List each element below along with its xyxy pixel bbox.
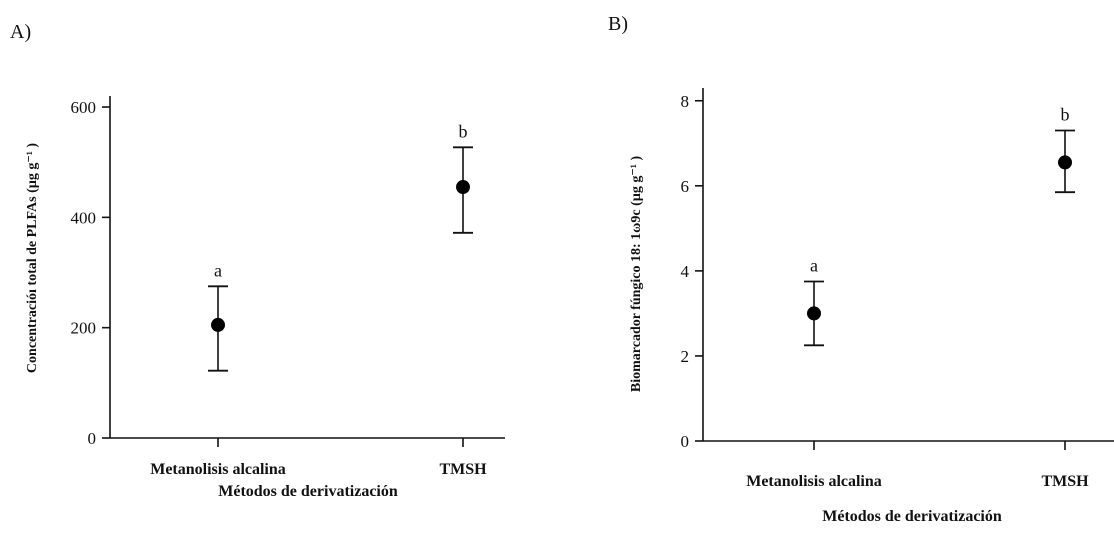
panel-a-y-ticks: 0 200 400 600 xyxy=(71,98,110,448)
panel-b-significance-label: a xyxy=(810,256,818,276)
panel-b-data-point xyxy=(807,306,821,321)
panel-b-y-tick-label: 6 xyxy=(681,177,690,196)
panel-a-y-tick-label: 400 xyxy=(71,208,97,227)
panel-a-data-point xyxy=(211,317,225,332)
panel-b-y-tick-label: 4 xyxy=(681,262,690,281)
panel-b: B) Biomarcador fúngico 18: 1ω9c (µg g⁻¹ … xyxy=(608,13,1114,525)
panel-a-category-label: TMSH xyxy=(439,461,487,478)
panel-a-significance-label: a xyxy=(214,260,222,280)
panel-a-label: A) xyxy=(10,21,31,43)
panel-b-x-axis-label: Métodos de derivatización xyxy=(822,508,1002,525)
panel-b-category-label: Metanolisis alcalina xyxy=(746,473,882,490)
panel-b-categories: Metanolisis alcalina TMSH xyxy=(746,441,1089,490)
panel-a-categories: Metanolisis alcalina TMSH xyxy=(150,438,487,478)
panel-b-data-point xyxy=(1058,155,1072,170)
panel-b-category-label: TMSH xyxy=(1041,473,1089,490)
panel-a-y-tick-label: 200 xyxy=(71,319,97,338)
panel-a-data-point xyxy=(456,180,470,195)
panel-b-y-tick-label: 0 xyxy=(681,432,690,451)
panel-b-significance-label: b xyxy=(1061,105,1070,125)
panel-b-y-ticks: 0 2 4 6 8 xyxy=(681,92,703,451)
panel-a: A) Concentracióı total de PLFAs (µg g⁻¹ … xyxy=(10,21,505,500)
panel-b-y-tick-label: 8 xyxy=(681,92,690,111)
panel-b-label: B) xyxy=(608,13,628,35)
panel-a-y-tick-label: 0 xyxy=(88,429,97,448)
panel-a-y-axis-label: Concentracióı total de PLFAs (µg g⁻¹ ) xyxy=(25,143,40,373)
panel-a-significance-label: b xyxy=(459,121,468,141)
panel-a-marks: ab xyxy=(208,121,473,372)
panel-a-y-tick-label: 600 xyxy=(71,98,97,117)
panel-a-category-label: Metanolisis alcalina xyxy=(150,461,286,478)
panel-b-marks: ab xyxy=(804,105,1075,347)
panel-b-y-axis-label: Biomarcador fúngico 18: 1ω9c (µg g⁻¹ ) xyxy=(629,156,644,393)
panel-a-x-axis-label: Métodos de derivatización xyxy=(218,483,398,500)
panel-b-y-tick-label: 2 xyxy=(681,347,690,366)
